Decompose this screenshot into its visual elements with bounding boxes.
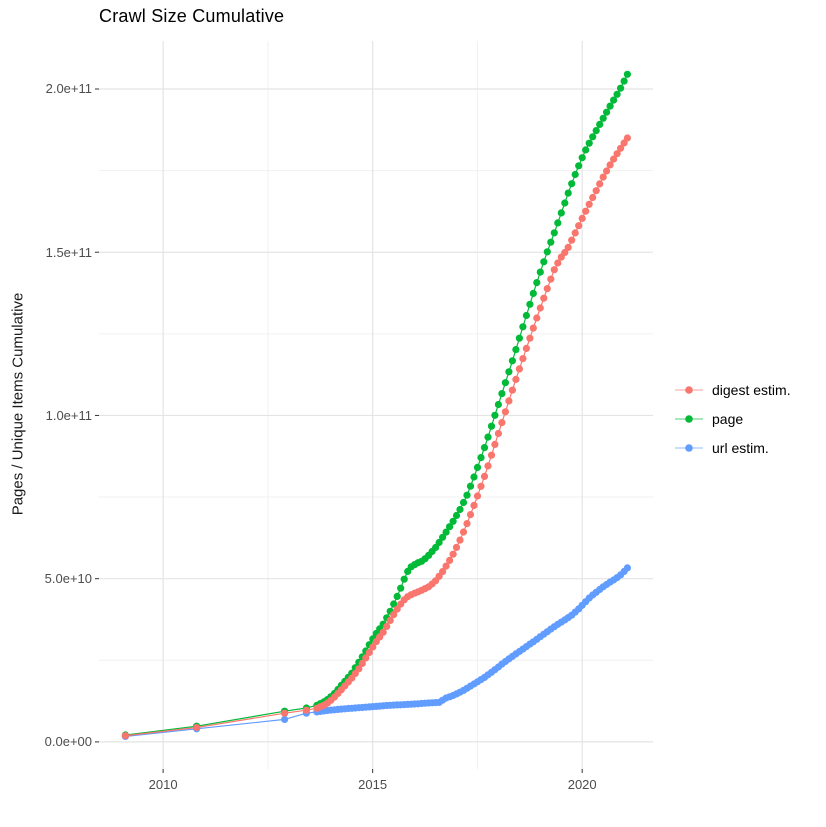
legend-key-page-icon <box>675 415 703 423</box>
series-url-estim <box>121 564 632 741</box>
legend-entry-url: url estim. <box>672 438 791 458</box>
legend-entry-digest: digest estim. <box>672 380 791 400</box>
x-tick-label-2020: 2020 <box>567 777 597 792</box>
major-gridlines <box>99 41 653 769</box>
legend-entry-page: page <box>672 409 791 429</box>
legend-label-page: page <box>712 411 744 427</box>
y-axis-title: Pages / Unique Items Cumulative <box>9 292 27 516</box>
x-tick-label-2010: 2010 <box>148 777 178 792</box>
y-tick-label-0: 0.0e+00 <box>44 734 92 750</box>
chart-title: Crawl Size Cumulative <box>99 6 285 26</box>
legend-label-digest: digest estim. <box>712 382 791 398</box>
y-tick-label-2: 1.0e+11 <box>45 407 92 423</box>
axis-tick-marks <box>95 88 583 773</box>
legend-label-url: url estim. <box>712 440 769 456</box>
series-digest-estim <box>121 134 632 740</box>
legend-key-digest-icon <box>675 386 703 394</box>
x-tick-label-2015: 2015 <box>358 777 388 792</box>
y-tick-label-3: 1.5e+11 <box>45 244 92 260</box>
legend: digest estim. page url estim. <box>672 380 791 467</box>
y-tick-label-1: 5.0e+10 <box>44 571 92 587</box>
y-tick-label-4: 2.0e+11 <box>45 81 92 97</box>
minor-gridlines <box>99 41 653 769</box>
legend-key-url-icon <box>675 444 703 452</box>
